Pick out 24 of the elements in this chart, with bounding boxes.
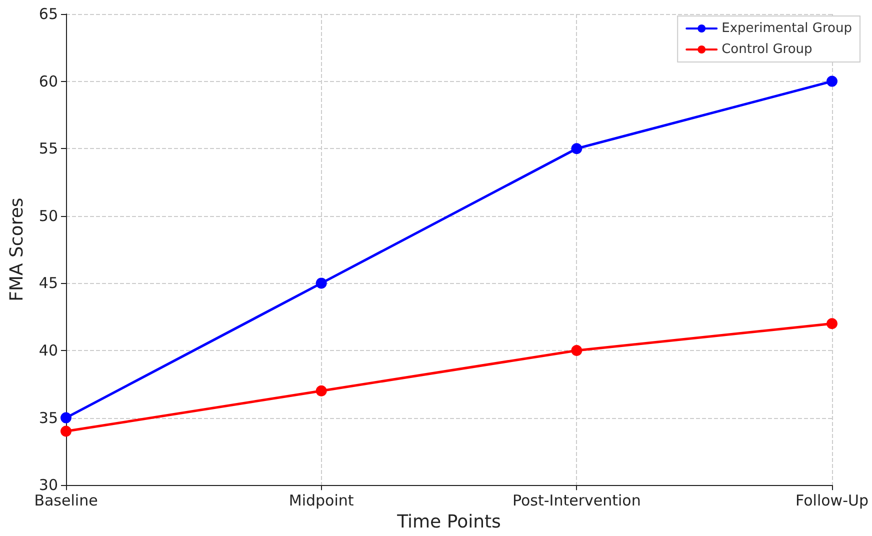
y-tick-label: 40 bbox=[38, 342, 58, 360]
point bbox=[571, 143, 582, 154]
point bbox=[316, 385, 327, 396]
y-tick-label: 50 bbox=[38, 206, 58, 225]
legend-label: Control Group bbox=[722, 42, 812, 57]
y-tick-label: 65 bbox=[38, 5, 58, 23]
x-tick-label: Post-Intervention bbox=[512, 492, 641, 510]
y-tick-label: 55 bbox=[38, 140, 58, 158]
y-axis-title: FMA Scores bbox=[6, 198, 28, 302]
point bbox=[316, 278, 327, 289]
point bbox=[571, 345, 582, 356]
y-tick-label: 35 bbox=[38, 408, 58, 427]
point bbox=[60, 426, 72, 437]
legend-label: Experimental Group bbox=[722, 21, 852, 36]
point bbox=[60, 412, 72, 424]
y-tick-label: 30 bbox=[38, 476, 58, 494]
x-tick-label: Baseline bbox=[34, 492, 98, 510]
point bbox=[826, 76, 838, 87]
x-axis-title: Time Points bbox=[396, 512, 501, 532]
point bbox=[826, 318, 838, 330]
y-tick-label: 45 bbox=[38, 274, 58, 292]
x-tick-label: Midpoint bbox=[288, 492, 354, 510]
y-tick-label: 60 bbox=[38, 72, 58, 90]
x-tick-label: Follow-Up bbox=[796, 492, 868, 510]
